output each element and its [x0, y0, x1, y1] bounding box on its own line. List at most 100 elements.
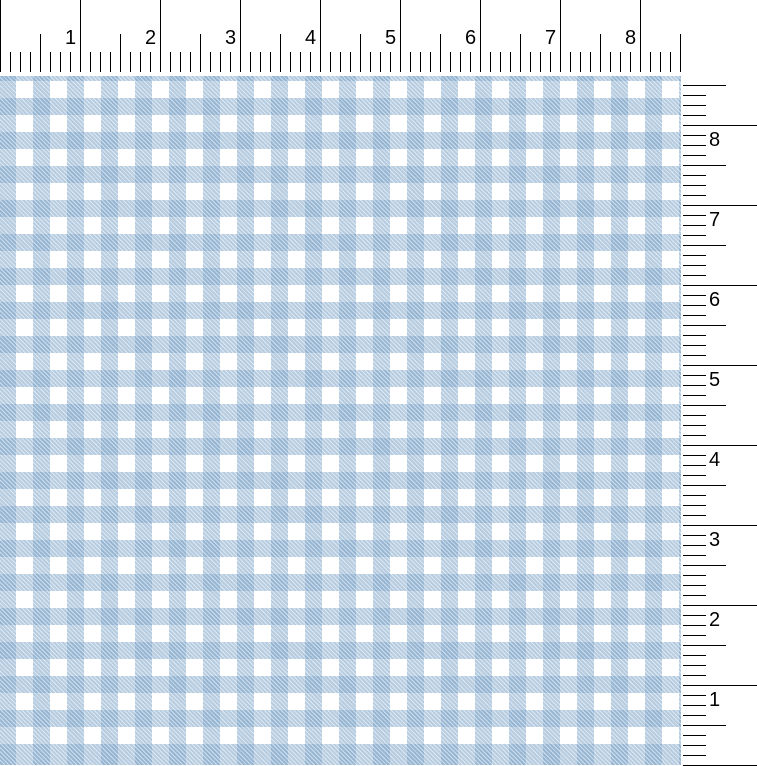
ruler-tick [683, 625, 706, 626]
ruler-tick [683, 135, 706, 136]
ruler-label: 2 [145, 27, 157, 49]
ruler-label: 5 [709, 369, 721, 391]
ruler-tick [640, 0, 641, 72]
ruler-tick [683, 115, 706, 116]
ruler-tick [683, 105, 706, 106]
ruler-tick [683, 595, 706, 596]
ruler-tick [340, 52, 341, 72]
ruler-tick [683, 285, 757, 286]
ruler-tick [683, 445, 757, 446]
ruler-tick [683, 645, 726, 646]
ruler-label: 6 [465, 27, 477, 49]
ruler-tick [180, 52, 181, 72]
ruler-label: 2 [709, 609, 721, 631]
ruler-tick [683, 395, 706, 396]
ruler-tick [683, 585, 706, 586]
ruler-tick [450, 52, 451, 72]
ruler-tick [683, 505, 706, 506]
ruler-tick [550, 52, 551, 72]
ruler-tick [683, 325, 726, 326]
ruler-tick [590, 52, 591, 72]
ruler-tick [683, 455, 706, 456]
ruler-tick [683, 665, 706, 666]
ruler-tick [110, 52, 111, 72]
ruler-tick [683, 615, 706, 616]
ruler-tick [683, 695, 706, 696]
ruler-tick [190, 52, 191, 72]
ruler-tick [140, 52, 141, 72]
ruler-tick [460, 52, 461, 72]
ruler-tick [683, 145, 706, 146]
ruler-tick [470, 52, 471, 72]
ruler-tick [570, 52, 571, 72]
ruler-tick [683, 545, 706, 546]
ruler-tick [280, 34, 281, 72]
ruler-tick [80, 0, 81, 72]
ruler-label: 1 [65, 27, 77, 49]
ruler-tick [320, 0, 321, 72]
ruler-tick [683, 515, 706, 516]
ruler-tick [683, 635, 706, 636]
ruler-tick [420, 52, 421, 72]
ruler-tick [683, 415, 706, 416]
ruler-tick [250, 52, 251, 72]
ruler-tick [610, 52, 611, 72]
ruler-tick [540, 52, 541, 72]
ruler-tick [683, 605, 757, 606]
ruler-tick [410, 52, 411, 72]
ruler-tick [683, 685, 757, 686]
ruler-tick [683, 195, 706, 196]
ruler-tick [683, 555, 706, 556]
ruler-tick [683, 335, 706, 336]
ruler-tick [150, 52, 151, 72]
ruler-tick [360, 34, 361, 72]
ruler-tick [683, 655, 706, 656]
ruler-tick [400, 0, 401, 72]
ruler-tick [683, 745, 706, 746]
ruler-label: 1 [709, 689, 721, 711]
ruler-tick [170, 52, 171, 72]
ruler-label: 3 [225, 27, 237, 49]
ruler-tick [683, 715, 706, 716]
ruler-tick [510, 52, 511, 72]
ruler-tick [660, 52, 661, 72]
ruler-label: 4 [709, 449, 721, 471]
ruler-tick [70, 52, 71, 72]
ruler-tick [683, 565, 726, 566]
ruler-tick [200, 34, 201, 72]
ruler-tick [120, 34, 121, 72]
ruler-tick [683, 265, 706, 266]
ruler-tick [683, 95, 706, 96]
ruler-tick [683, 85, 726, 86]
ruler-label: 7 [545, 27, 557, 49]
ruler-tick [683, 185, 706, 186]
ruler-tick [480, 0, 481, 72]
ruler-tick [683, 345, 706, 346]
ruler-tick [683, 755, 706, 756]
ruler-tick [670, 52, 671, 72]
ruler-label: 6 [709, 289, 721, 311]
ruler-tick [490, 52, 491, 72]
ruler-tick [683, 365, 757, 366]
ruler-tick [520, 34, 521, 72]
ruler-label: 3 [709, 529, 721, 551]
ruler-tick [683, 275, 706, 276]
ruler-tick [680, 34, 681, 72]
ruler-tick [90, 52, 91, 72]
ruler-tick [130, 52, 131, 72]
ruler-tick [683, 125, 757, 126]
ruler-tick [0, 0, 1, 72]
ruler-tick [50, 52, 51, 72]
ruler-tick [10, 52, 11, 72]
ruler-tick [380, 52, 381, 72]
ruler-label: 8 [709, 129, 721, 151]
ruler-tick [40, 34, 41, 72]
ruler-tick [683, 295, 706, 296]
ruler-tick [580, 52, 581, 72]
ruler-tick [683, 675, 706, 676]
ruler-label: 7 [709, 209, 721, 231]
ruler-tick [30, 52, 31, 72]
ruler-tick [220, 52, 221, 72]
ruler-tick [683, 405, 726, 406]
ruler-tick [290, 52, 291, 72]
